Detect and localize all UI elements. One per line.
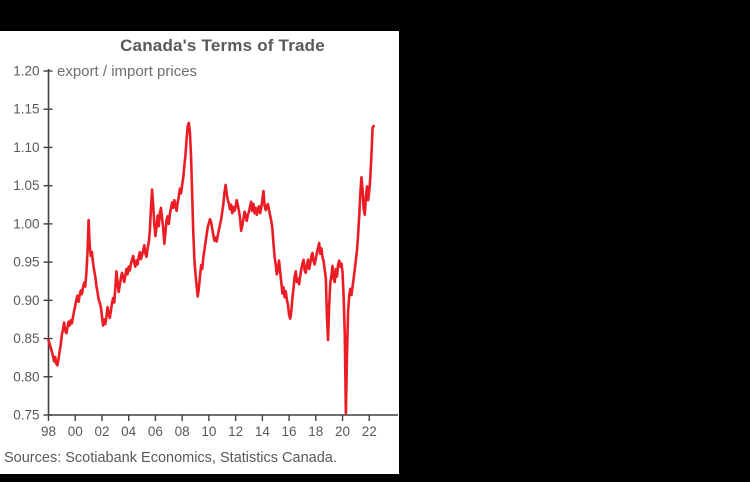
chart-subtitle: export / import prices — [57, 63, 198, 80]
y-tick-label: 1.20 — [13, 64, 39, 79]
series-line — [47, 121, 376, 415]
x-tick-label: 14 — [255, 424, 271, 439]
x-tick-label: 20 — [335, 424, 350, 439]
x-tick-label: 04 — [121, 424, 137, 439]
chart-title: Canada's Terms of Trade — [120, 36, 325, 55]
x-tick-label: 98 — [41, 424, 56, 439]
x-tick-label: 22 — [362, 424, 377, 439]
y-tick-label: 0.75 — [13, 408, 39, 423]
y-tick-label: 1.10 — [13, 140, 39, 155]
y-tick-label: 0.95 — [13, 255, 39, 270]
x-tick-label: 12 — [228, 424, 243, 439]
y-tick-label: 1.00 — [13, 216, 39, 231]
y-tick-label: 0.85 — [13, 331, 39, 346]
y-tick-label: 0.80 — [13, 369, 39, 384]
x-tick-label: 10 — [201, 424, 216, 439]
x-tick-label: 16 — [282, 424, 297, 439]
x-tick-label: 06 — [148, 424, 163, 439]
plot-area: 0.75 0.80 0.85 0.90 0.95 1.00 1.05 1.10 1.15 1.20… — [13, 64, 398, 439]
y-tick-label: 1.15 — [13, 102, 39, 117]
source-note: Sources: Scotiabank Economics, Statistic… — [4, 450, 337, 466]
y-tick-label: 0.90 — [13, 293, 39, 308]
chart-panel: Canada's Terms of Trade export / import … — [0, 31, 399, 474]
y-tick-label: 1.05 — [13, 178, 39, 193]
x-tick-label: 18 — [308, 424, 323, 439]
x-tick-label: 02 — [94, 424, 109, 439]
x-tick-label: 00 — [68, 424, 83, 439]
x-tick-label: 08 — [175, 424, 190, 439]
